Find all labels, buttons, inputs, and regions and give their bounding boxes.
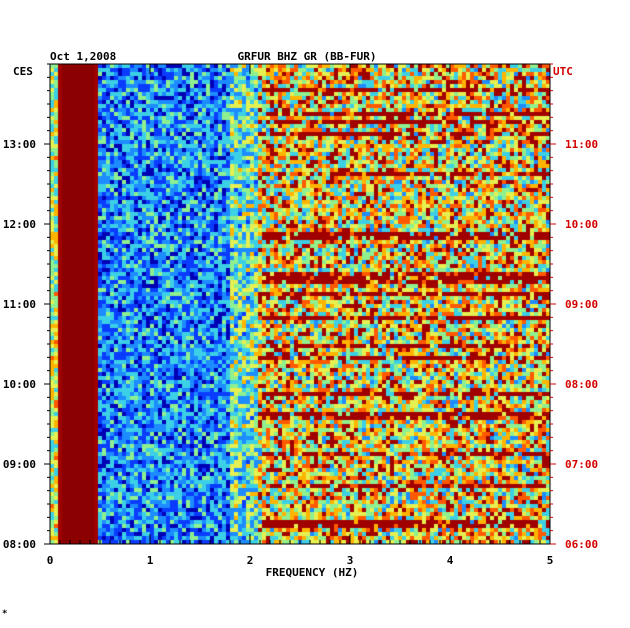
right-tick-label: 11:00 <box>565 138 598 151</box>
x-tick-label: 5 <box>547 554 554 567</box>
left-tick-label: 12:00 <box>3 218 36 231</box>
axes-layer: 0 1 2 3 4 5 08:00 09:00 10:00 11:00 12:00 13:00 06:0… <box>3 63 598 567</box>
right-tick-label: 09:00 <box>565 298 598 311</box>
chart-title: GRFUR BHZ GR (BB-FUR) <box>237 50 376 63</box>
corner-mark: * <box>2 609 7 619</box>
x-tick-label: 3 <box>347 554 354 567</box>
x-tick-label: 4 <box>447 554 454 567</box>
x-tick-label: 1 <box>147 554 154 567</box>
right-tick-label: 08:00 <box>565 378 598 391</box>
x-axis-label: FREQUENCY (HZ) <box>266 566 359 579</box>
right-tick-label: 06:00 <box>565 538 598 551</box>
left-tick-label: 08:00 <box>3 538 36 551</box>
spectrogram-image <box>50 64 550 544</box>
right-axis-label: UTC <box>553 65 573 78</box>
x-tick-label: 2 <box>247 554 254 567</box>
spectrogram-heatmap <box>50 64 550 544</box>
right-tick-label: 10:00 <box>565 218 598 231</box>
right-tick-label: 07:00 <box>565 458 598 471</box>
left-axis-label: CES <box>13 65 33 78</box>
chart-date: Oct 1,2008 <box>50 50 116 63</box>
left-tick-label: 09:00 <box>3 458 36 471</box>
left-tick-label: 10:00 <box>3 378 36 391</box>
x-tick-label: 0 <box>47 554 54 567</box>
left-tick-label: 11:00 <box>3 298 36 311</box>
left-tick-label: 13:00 <box>3 138 36 151</box>
